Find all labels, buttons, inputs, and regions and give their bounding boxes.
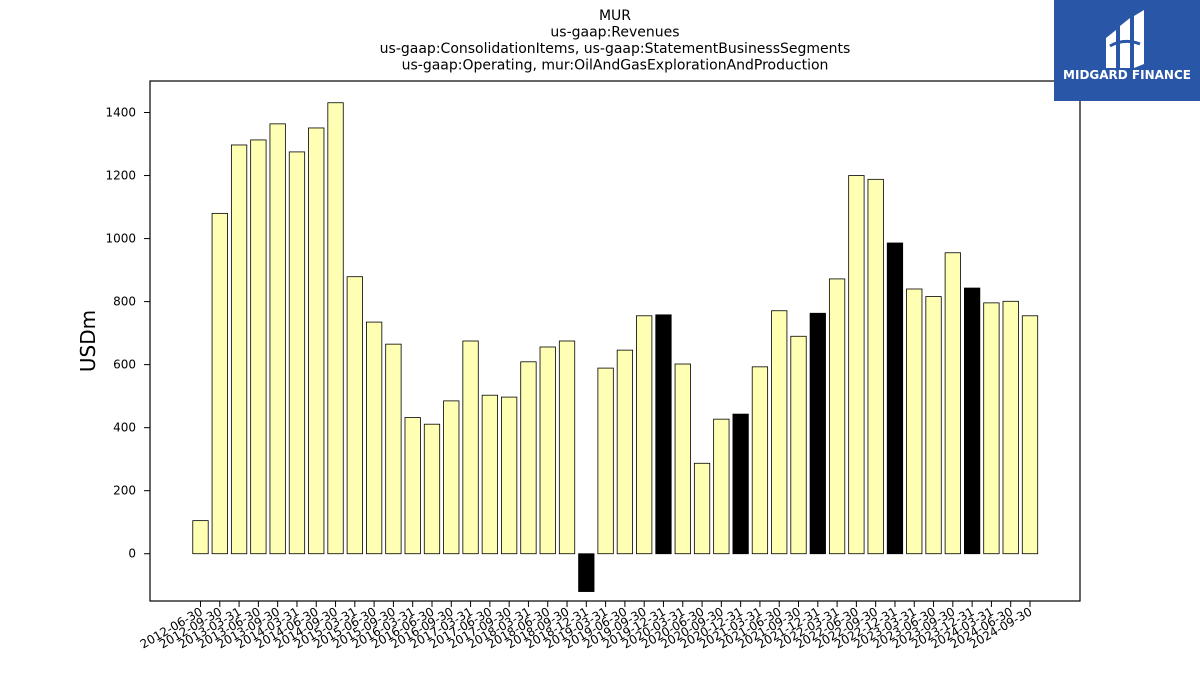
logo-text: MIDGARD FINANCE (1063, 68, 1191, 82)
bar-2021-06-30 (771, 310, 788, 555)
bar-2014-09-30 (327, 102, 344, 555)
bar-2013-06-30 (250, 139, 267, 555)
bar-2018-03-31 (520, 361, 537, 555)
bar-2019-03-31 (597, 367, 614, 555)
bar-2020-12-31 (732, 413, 749, 555)
bar-2019-12-31 (655, 314, 672, 555)
title-line: us-gaap:Operating, mur:OilAndGasExplorat… (402, 58, 829, 74)
y-tick-label: 800 (113, 295, 136, 309)
midgard-finance-logo: MIDGARD FINANCE (1054, 0, 1200, 101)
bar-2012-06-30 (192, 520, 209, 555)
y-axis: 0 200 400 600 800 1000 1200 1400 (105, 106, 150, 561)
bar-2019-06-30 (616, 349, 634, 555)
bar-2016-06-30 (423, 423, 441, 555)
title-line: MUR (599, 8, 631, 24)
bar-2020-03-31 (674, 363, 691, 555)
bar-2015-09-30 (385, 343, 402, 555)
bar-2018-12-31 (578, 553, 595, 592)
bar-2023-09-30 (944, 252, 961, 555)
bar-2022-03-31 (828, 278, 846, 555)
bar-2023-12-31 (964, 287, 981, 555)
chart-title: MURus-gaap:Revenuesus-gaap:Consolidation… (380, 8, 851, 74)
y-tick-label: 0 (128, 547, 136, 561)
y-tick-label: 1000 (105, 232, 136, 246)
bar-2017-06-30 (481, 394, 498, 555)
bar-2020-09-30 (713, 418, 730, 555)
y-tick-label: 1400 (105, 106, 136, 120)
bar-2018-09-30 (558, 340, 576, 555)
bar-2024-06-30 (1002, 300, 1019, 555)
title-line: us-gaap:ConsolidationItems, us-gaap:Stat… (380, 41, 851, 57)
y-axis-label: USDm (76, 310, 100, 372)
y-tick-label: 400 (113, 421, 136, 435)
logo-mark-icon (1106, 10, 1144, 68)
bar-2023-03-31 (906, 288, 923, 555)
bar-2016-03-31 (404, 417, 421, 555)
bar-2013-09-30 (269, 123, 286, 555)
bar-2015-03-31 (346, 276, 363, 555)
bar-2020-06-30 (693, 462, 711, 555)
bar-2017-03-31 (462, 340, 479, 555)
bar-2017-09-30 (501, 396, 518, 555)
bar-2013-03-31 (230, 144, 248, 555)
y-tick-label: 200 (113, 484, 136, 498)
bar-2015-06-30 (365, 321, 383, 555)
bar-2016-09-30 (443, 400, 460, 555)
bars-group (192, 102, 1039, 592)
bar-2018-06-30 (539, 346, 556, 555)
bar-2023-06-30 (925, 296, 942, 555)
plot-area (149, 80, 1081, 602)
y-tick-label: 600 (113, 358, 136, 372)
bar-2014-03-31 (288, 151, 306, 555)
bar-2022-06-30 (848, 175, 865, 555)
bar-2021-09-30 (790, 335, 807, 555)
bar-2024-09-30 (1021, 315, 1039, 555)
bar-2022-09-30 (867, 178, 884, 555)
bar-2019-09-30 (636, 315, 653, 555)
bar-2022-12-31 (886, 242, 904, 555)
title-line: us-gaap:Revenues (550, 25, 679, 41)
bar-2021-12-31 (809, 312, 826, 555)
bar-2012-09-30 (211, 212, 228, 555)
y-tick-label: 1200 (105, 169, 136, 183)
x-axis: 2012-06-302012-09-302013-03-312013-06-30… (138, 601, 1035, 651)
bar-2024-03-31 (983, 302, 1000, 555)
bar-2014-06-30 (308, 127, 325, 555)
bar-2021-03-31 (751, 366, 769, 555)
